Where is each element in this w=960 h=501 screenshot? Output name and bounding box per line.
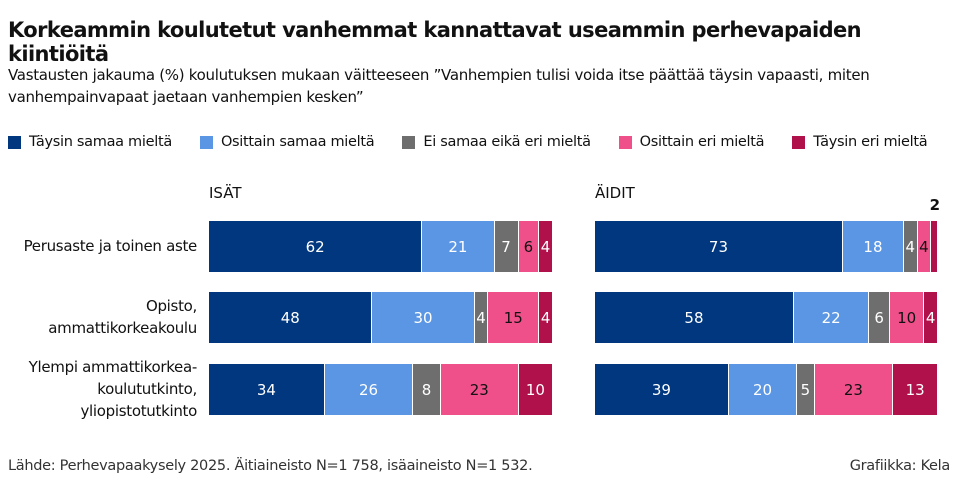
category-label: Opisto, ammattikorkeakoulu — [48, 295, 197, 339]
bar-segment: 4 — [924, 292, 938, 343]
category-label-line: Perusaste ja toinen aste — [23, 237, 198, 255]
stacked-bar: 48 30 4 15 4 — [209, 292, 553, 343]
legend-label: Osittain samaa mieltä — [220, 134, 375, 150]
legend-label: Ei samaa eikä eri mieltä — [423, 134, 591, 150]
category-label-line: Ylempi ammattikorkea- — [28, 358, 198, 376]
bar-segment: 4 — [917, 221, 932, 272]
bar-segment: 10 — [889, 292, 925, 343]
panel-title: ÄIDIT — [595, 184, 635, 202]
stacked-bar: 34 26 8 23 10 — [209, 364, 553, 415]
category-label-line: yliopistotutkinto — [80, 402, 197, 420]
legend-item: Ei samaa eikä eri mieltä — [402, 134, 591, 150]
panel-title: ISÄT — [209, 184, 242, 202]
legend-label: Täysin samaa mieltä — [29, 134, 172, 150]
bar-segment: 4 — [539, 292, 553, 343]
source-note: Lähde: Perhevapaakysely 2025. Äitiaineis… — [8, 458, 533, 474]
bar-segment: 23 — [440, 364, 519, 415]
bar-segment: 22 — [793, 292, 870, 343]
bar-segment: 8 — [413, 364, 441, 415]
bar-segment: 73 — [595, 221, 843, 272]
bar-segment: 4 — [904, 221, 918, 272]
legend-swatch — [618, 135, 632, 149]
category-label: Ylempi ammattikorkea-koulututkinto, yliop… — [28, 356, 198, 422]
bar-segment: 13 — [893, 364, 938, 415]
bar-segment: 58 — [595, 292, 794, 343]
bar-segment: 48 — [209, 292, 373, 343]
stacked-bar: 62 21 7 6 4 — [209, 221, 553, 272]
bar-segment: 30 — [372, 292, 475, 343]
bar-segment: 4 — [474, 292, 489, 343]
legend-item: Osittain samaa mieltä — [199, 134, 375, 150]
category-label-line: koulututkinto, — [97, 380, 197, 398]
stacked-bar: 73 18 4 4 — [595, 221, 938, 272]
legend-item: Osittain eri mieltä — [618, 134, 765, 150]
data-label: 2 — [929, 196, 941, 214]
stacked-bar: 39 20 5 23 13 — [595, 364, 938, 415]
bar-segment: 10 — [518, 364, 553, 415]
legend-item: Täysin samaa mieltä — [8, 134, 172, 150]
bar-segment: 7 — [494, 221, 519, 272]
legend-label: Osittain eri mieltä — [639, 134, 765, 150]
bar-segment: 26 — [324, 364, 414, 415]
legend-swatch — [199, 135, 213, 149]
bar-segment: 21 — [422, 221, 495, 272]
legend: Täysin samaa mieltä Osittain samaa mieltä… — [8, 134, 955, 150]
bar-segment: 5 — [797, 364, 815, 415]
legend-swatch — [8, 135, 21, 149]
bar-segment: 15 — [488, 292, 540, 343]
bar-segment: 6 — [869, 292, 890, 343]
credit: Grafiikka: Kela — [849, 458, 951, 474]
bar-segment: 39 — [595, 364, 729, 415]
legend-item: Täysin eri mieltä — [792, 134, 928, 150]
chart-subtitle: Vastausten jakauma (%) koulutuksen mukaa… — [8, 66, 870, 106]
bar-segment: 34 — [209, 364, 325, 415]
bar-segment: 18 — [842, 221, 905, 272]
bar-segment — [931, 221, 938, 272]
legend-swatch — [402, 135, 416, 149]
bar-segment: 62 — [209, 221, 423, 272]
bar-segment: 4 — [539, 221, 553, 272]
bar-segment: 6 — [518, 221, 540, 272]
category-label-line: ammattikorkeakoulu — [48, 319, 197, 337]
legend-label: Täysin eri mieltä — [813, 134, 928, 150]
chart-title: Korkeammin koulutetut vanhemmat kannatta… — [8, 18, 862, 66]
category-label-line: Opisto, — [145, 297, 197, 315]
bar-segment: 20 — [728, 364, 798, 415]
legend-swatch — [792, 135, 806, 149]
bar-segment: 23 — [814, 364, 894, 415]
stacked-bar: 58 22 6 10 4 — [595, 292, 938, 343]
category-label: Perusaste ja toinen aste — [23, 235, 198, 257]
